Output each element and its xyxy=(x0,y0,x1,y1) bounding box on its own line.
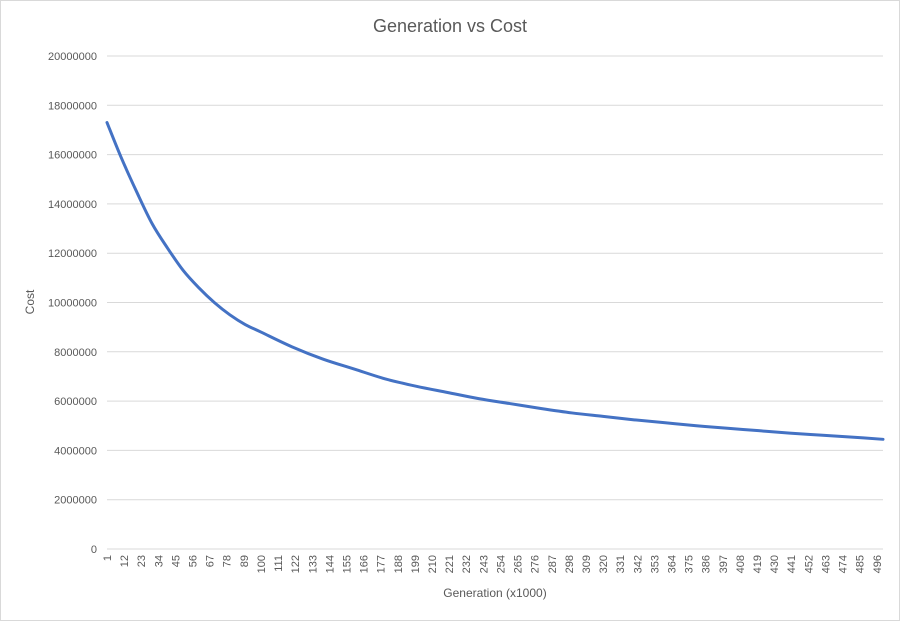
x-tick-label: 419 xyxy=(752,555,764,573)
x-axis-title: Generation (x1000) xyxy=(443,586,546,600)
x-tick-label: 397 xyxy=(718,555,730,573)
y-tick-label: 4000000 xyxy=(54,445,97,457)
x-tick-label: 353 xyxy=(649,555,661,573)
x-tick-label: 78 xyxy=(222,555,234,567)
x-tick-label: 408 xyxy=(735,555,747,573)
y-tick-label: 18000000 xyxy=(48,100,97,112)
x-tick-label: 12 xyxy=(119,555,131,567)
x-tick-label: 67 xyxy=(205,555,217,567)
y-tick-label: 2000000 xyxy=(54,495,97,507)
x-tick-label: 23 xyxy=(136,555,148,567)
x-tick-label: 221 xyxy=(444,555,456,573)
x-tick-label: 342 xyxy=(632,555,644,573)
x-tick-label: 474 xyxy=(838,555,850,573)
y-tick-label: 14000000 xyxy=(48,199,97,211)
x-tick-label: 144 xyxy=(324,555,336,573)
x-tick-label: 485 xyxy=(855,555,867,573)
y-tick-label: 0 xyxy=(91,544,97,556)
x-tick-label: 331 xyxy=(615,555,627,573)
x-tick-label: 232 xyxy=(461,555,473,573)
x-tick-label: 89 xyxy=(239,555,251,567)
y-tick-label: 20000000 xyxy=(48,51,97,63)
x-tick-label: 177 xyxy=(376,555,388,573)
x-tick-label: 463 xyxy=(820,555,832,573)
x-tick-label: 375 xyxy=(684,555,696,573)
x-tick-label: 452 xyxy=(803,555,815,573)
gridlines xyxy=(107,55,883,501)
x-tick-label: 133 xyxy=(307,555,319,573)
y-tick-label: 16000000 xyxy=(48,150,97,162)
y-tick-label: 6000000 xyxy=(54,396,97,408)
chart-title: Generation vs Cost xyxy=(373,16,527,36)
x-tick-label: 320 xyxy=(598,555,610,573)
y-axis-title: Cost xyxy=(23,289,37,314)
x-tick-label: 243 xyxy=(478,555,490,573)
x-tick-label: 386 xyxy=(701,555,713,573)
x-tick-label: 265 xyxy=(513,555,525,573)
x-tick-label: 364 xyxy=(667,555,679,573)
x-tick-label: 287 xyxy=(547,555,559,573)
x-tick-label: 45 xyxy=(170,555,182,567)
y-tick-label: 12000000 xyxy=(48,248,97,260)
y-axis-ticks: 0 2000000 4000000 6000000 8000000 10000000 120… xyxy=(48,51,97,556)
x-tick-label: 122 xyxy=(290,555,302,573)
x-tick-label: 441 xyxy=(786,555,798,573)
series-layer xyxy=(105,121,885,441)
x-tick-label: 166 xyxy=(359,555,371,573)
x-tick-label: 155 xyxy=(341,555,353,573)
x-tick-label: 199 xyxy=(410,555,422,573)
series-line-cost xyxy=(105,121,885,441)
y-tick-label: 8000000 xyxy=(54,347,97,359)
x-tick-label: 430 xyxy=(769,555,781,573)
x-tick-label: 210 xyxy=(427,555,439,573)
y-tick-label: 10000000 xyxy=(48,298,97,310)
x-tick-label: 56 xyxy=(188,555,200,567)
x-tick-label: 276 xyxy=(530,555,542,573)
x-axis-ticks: 1 12 23 34 45 56 67 78 89 100 111 122 133 144 155 166 17… xyxy=(102,555,884,573)
x-tick-label: 188 xyxy=(393,555,405,573)
x-tick-label: 100 xyxy=(256,555,268,573)
x-tick-label: 254 xyxy=(495,555,507,573)
x-tick-label: 309 xyxy=(581,555,593,573)
x-tick-label: 298 xyxy=(564,555,576,573)
x-tick-label: 1 xyxy=(102,555,114,561)
x-tick-label: 111 xyxy=(273,555,285,572)
x-tick-label: 34 xyxy=(153,555,165,567)
x-tick-label: 496 xyxy=(872,555,884,573)
